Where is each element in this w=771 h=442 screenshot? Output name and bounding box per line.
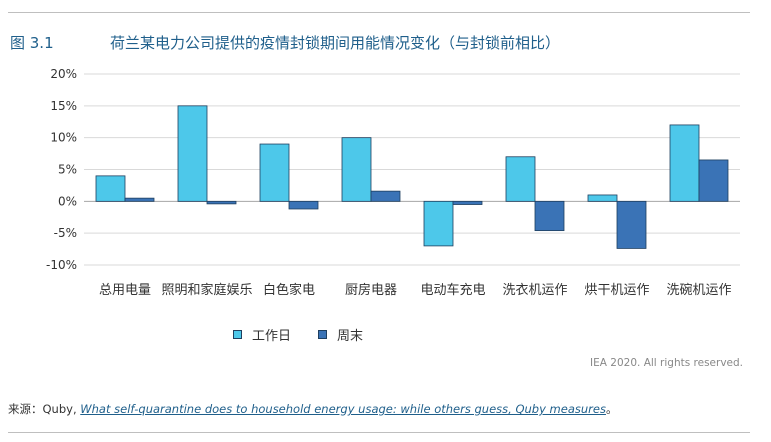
- bar: [124, 197, 155, 202]
- bar: [206, 200, 237, 205]
- bar: [505, 156, 536, 202]
- source-suffix: 。: [605, 402, 618, 416]
- bar: [95, 175, 126, 202]
- y-tick-label: 15%: [50, 99, 77, 113]
- bar: [452, 200, 483, 205]
- bar: [616, 200, 647, 249]
- y-tick-label: -5%: [54, 226, 77, 240]
- y-tick-label: 10%: [50, 131, 77, 145]
- copyright-credit: IEA 2020. All rights reserved.: [590, 357, 743, 369]
- bar: [370, 190, 401, 202]
- bar-chart: 20% 15% 10% 5% 0% -5% -10% 总用电量 照明和家庭娱乐 白色家电 厨房电器 电…: [46, 67, 740, 298]
- y-tick-label: 0%: [58, 194, 77, 208]
- y-tick-label: 5%: [58, 163, 77, 177]
- legend-swatch-weekday: [233, 330, 242, 339]
- bar: [698, 159, 729, 202]
- bar: [423, 200, 454, 247]
- legend-item-weekday: 工作日: [233, 325, 291, 344]
- bar: [534, 200, 565, 232]
- y-tick-label: -10%: [46, 258, 77, 272]
- x-tick-label: 照明和家庭娱乐: [161, 282, 252, 298]
- legend-item-weekend: 周末: [318, 325, 363, 344]
- figure-number: 图 3.1: [10, 34, 54, 52]
- chart-title: 荷兰某电力公司提供的疫情封锁期间用能情况变化（与封锁前相比）: [110, 34, 561, 52]
- legend-swatch-weekend: [318, 330, 327, 339]
- source-link[interactable]: What self-quarantine does to household e…: [80, 402, 606, 416]
- x-tick-label: 洗碗机运作: [666, 282, 731, 298]
- x-tick-label: 厨房电器: [345, 282, 397, 298]
- legend-label-weekend: 周末: [337, 329, 364, 344]
- bar: [587, 194, 618, 202]
- x-tick-label: 电动车充电: [420, 282, 485, 298]
- source-note: 来源：Quby, What self-quarantine does to ho…: [8, 401, 617, 417]
- bar: [259, 143, 290, 202]
- y-tick-label: 20%: [50, 67, 77, 81]
- bar: [177, 105, 208, 202]
- x-tick-label: 洗衣机运作: [502, 282, 567, 298]
- bar: [669, 124, 700, 202]
- bar: [288, 200, 319, 210]
- x-tick-label: 白色家电: [263, 282, 315, 298]
- source-prefix: 来源：Quby,: [8, 402, 81, 416]
- top-rule: [8, 12, 750, 13]
- legend-label-weekday: 工作日: [252, 329, 292, 344]
- x-tick-label: 总用电量: [99, 283, 151, 298]
- bar: [341, 137, 372, 202]
- bottom-rule: [8, 432, 750, 433]
- x-tick-label: 烘干机运作: [584, 283, 649, 298]
